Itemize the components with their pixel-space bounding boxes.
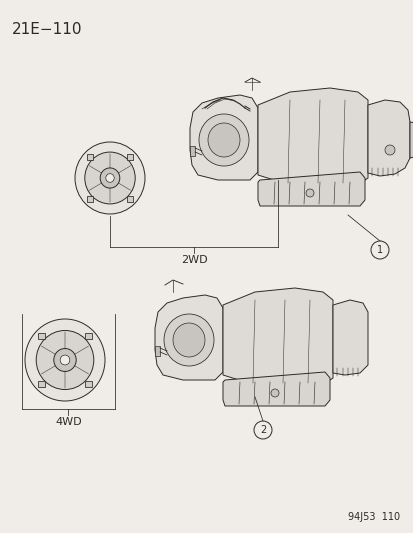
Ellipse shape bbox=[173, 323, 204, 357]
Ellipse shape bbox=[54, 349, 76, 372]
Ellipse shape bbox=[60, 355, 70, 365]
Ellipse shape bbox=[106, 174, 114, 182]
FancyBboxPatch shape bbox=[154, 346, 159, 356]
FancyBboxPatch shape bbox=[127, 155, 133, 160]
FancyBboxPatch shape bbox=[85, 381, 91, 387]
Polygon shape bbox=[332, 300, 367, 375]
Ellipse shape bbox=[75, 142, 145, 214]
Ellipse shape bbox=[85, 152, 135, 204]
Text: 94J53  110: 94J53 110 bbox=[347, 512, 399, 522]
Polygon shape bbox=[409, 122, 413, 158]
Text: 1: 1 bbox=[376, 245, 382, 255]
FancyBboxPatch shape bbox=[86, 196, 93, 201]
Circle shape bbox=[271, 389, 278, 397]
Ellipse shape bbox=[207, 123, 240, 157]
Text: 21E−110: 21E−110 bbox=[12, 22, 82, 37]
Ellipse shape bbox=[36, 330, 94, 390]
FancyBboxPatch shape bbox=[85, 333, 91, 340]
FancyBboxPatch shape bbox=[127, 196, 133, 201]
Polygon shape bbox=[257, 172, 364, 206]
FancyBboxPatch shape bbox=[86, 155, 93, 160]
FancyBboxPatch shape bbox=[190, 146, 195, 156]
FancyBboxPatch shape bbox=[38, 333, 45, 340]
Polygon shape bbox=[190, 95, 257, 180]
Polygon shape bbox=[223, 288, 332, 388]
Circle shape bbox=[305, 189, 313, 197]
Text: 2: 2 bbox=[259, 425, 266, 435]
Circle shape bbox=[384, 145, 394, 155]
Polygon shape bbox=[223, 372, 329, 406]
Polygon shape bbox=[257, 88, 367, 188]
Polygon shape bbox=[367, 100, 409, 176]
Text: 4WD: 4WD bbox=[55, 417, 82, 427]
Ellipse shape bbox=[199, 114, 248, 166]
Text: 2WD: 2WD bbox=[180, 255, 207, 265]
FancyBboxPatch shape bbox=[38, 381, 45, 387]
Ellipse shape bbox=[100, 168, 119, 188]
Ellipse shape bbox=[164, 314, 214, 366]
Ellipse shape bbox=[25, 319, 105, 401]
Polygon shape bbox=[154, 295, 223, 380]
